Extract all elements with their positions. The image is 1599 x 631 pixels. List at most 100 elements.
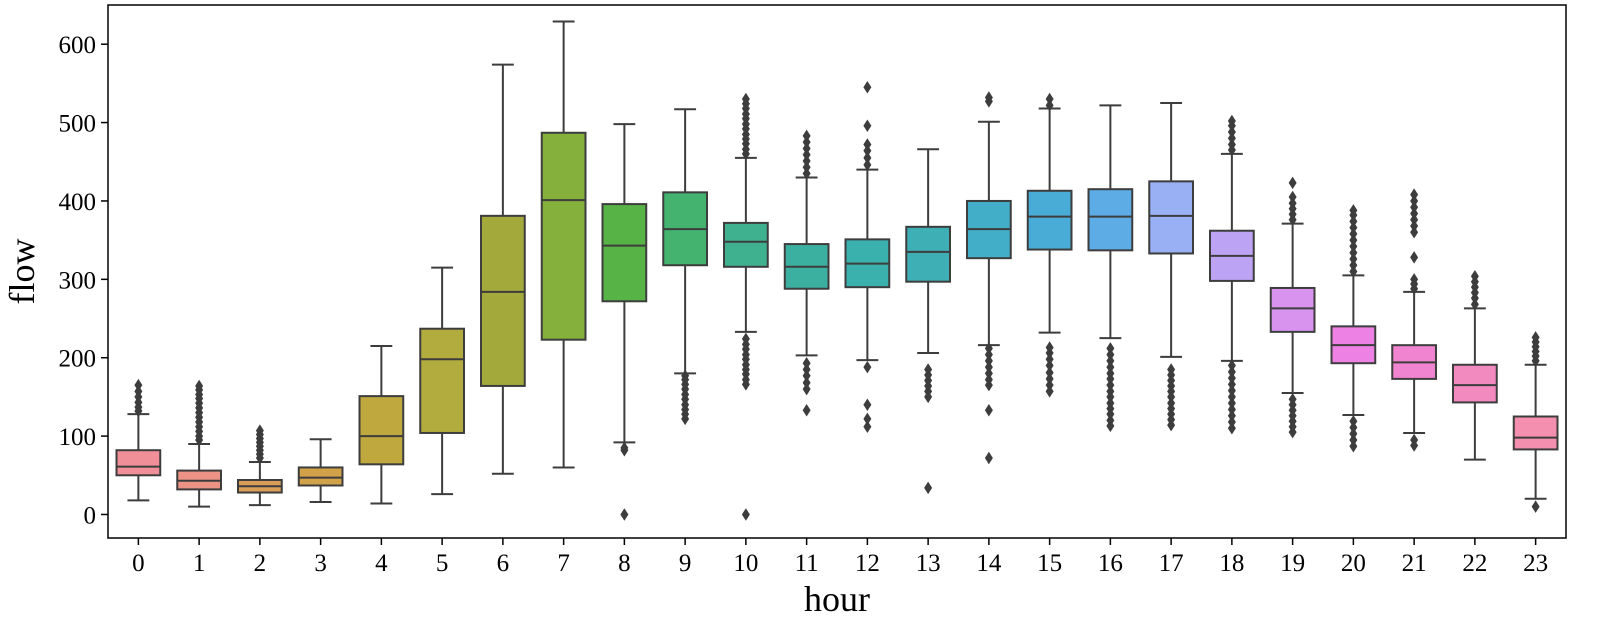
box-group-hour-5 [419, 266, 465, 496]
outlier-point [863, 151, 872, 165]
box [540, 131, 587, 341]
x-tick-label: 23 [1523, 550, 1548, 577]
outlier-point [1227, 132, 1236, 145]
box-group-hour-20 [1330, 204, 1377, 453]
box [723, 221, 769, 268]
outlier-point [1349, 215, 1358, 228]
box-group-hour-22 [1452, 269, 1498, 461]
outlier-point [1106, 367, 1115, 380]
outlier-point [1410, 219, 1419, 233]
outlier-point [1349, 252, 1358, 266]
outlier-point [1349, 414, 1358, 428]
boxes-layer [115, 20, 1559, 521]
x-tick-label: 20 [1341, 550, 1366, 577]
box-group-hour-7 [540, 20, 587, 469]
y-tick-label: 0 [84, 502, 97, 529]
box-group-hour-6 [480, 63, 526, 475]
outlier-point [1167, 396, 1176, 410]
outlier-point [1227, 415, 1236, 429]
box-group-hour-12 [844, 81, 891, 433]
outlier-point [1045, 378, 1054, 392]
outlier-point [1106, 378, 1115, 392]
outlier-point [1349, 204, 1358, 217]
outlier-point [1410, 251, 1419, 264]
box-group-hour-2 [237, 424, 283, 507]
y-tick-label: 200 [59, 346, 97, 373]
outlier-point [1045, 92, 1054, 106]
outlier-point [863, 81, 872, 94]
x-tick-label: 10 [733, 550, 758, 577]
outlier-point [1410, 213, 1419, 227]
outlier-point [681, 369, 690, 382]
outlier-point [1045, 353, 1054, 366]
box-group-hour-10 [723, 92, 769, 521]
outlier-point [1531, 331, 1540, 344]
box-group-hour-8 [601, 123, 648, 521]
outlier-point [802, 129, 811, 143]
outlier-point [1410, 433, 1419, 447]
outlier-point [1106, 348, 1115, 361]
outlier-point [863, 398, 872, 411]
outlier-point [1288, 393, 1297, 406]
outlier-point [863, 412, 872, 426]
x-tick-label: 12 [855, 550, 880, 577]
box-group-hour-4 [358, 344, 405, 505]
outlier-point [1349, 221, 1358, 234]
x-tick-label: 5 [436, 550, 449, 577]
outlier-point [802, 382, 811, 396]
x-tick-label: 9 [679, 550, 692, 577]
outlier-point [1227, 390, 1236, 404]
outlier-point [134, 378, 143, 392]
outlier-point [1470, 298, 1479, 311]
outlier-point [1227, 114, 1236, 128]
outlier-point [1349, 440, 1358, 453]
x-tick-label: 15 [1037, 550, 1062, 577]
outlier-point [863, 360, 872, 374]
outlier-point [620, 508, 629, 521]
box-group-hour-15 [1026, 92, 1073, 398]
y-tick-label: 400 [59, 189, 97, 216]
box-group-hour-13 [905, 148, 951, 495]
outlier-point [1045, 341, 1054, 354]
box [358, 395, 405, 466]
box-group-hour-14 [966, 91, 1012, 465]
outlier-point [1106, 354, 1115, 368]
x-tick-label: 18 [1219, 550, 1244, 577]
outlier-point [984, 451, 993, 465]
box [1087, 188, 1134, 252]
box [1026, 189, 1073, 251]
y-axis-title: flow [2, 239, 42, 305]
outlier-point [984, 91, 993, 104]
x-tick-label: 2 [254, 550, 267, 577]
outlier-point [1410, 200, 1419, 214]
box [1148, 180, 1194, 255]
y-tick-label: 500 [59, 111, 97, 138]
box [419, 327, 465, 434]
x-tick-label: 21 [1402, 550, 1427, 577]
outlier-point [1106, 342, 1115, 355]
outlier-point [1227, 138, 1236, 151]
box-group-hour-16 [1087, 104, 1134, 433]
outlier-point [1349, 227, 1358, 241]
outlier-point [1349, 240, 1358, 253]
outlier-point [1349, 233, 1358, 247]
outlier-point [1227, 378, 1236, 391]
outlier-point [802, 369, 811, 382]
outlier-point [255, 424, 264, 437]
outlier-point [802, 167, 811, 180]
outlier-point [1227, 403, 1236, 416]
x-tick-label: 4 [375, 550, 388, 577]
x-tick-label: 1 [193, 550, 206, 577]
box-group-hour-3 [297, 438, 344, 503]
box [297, 466, 344, 487]
outlier-point [984, 403, 993, 417]
outlier-point [1106, 360, 1115, 374]
outlier-point [863, 420, 872, 433]
box [1452, 363, 1498, 404]
outlier-point [1227, 359, 1236, 372]
outlier-point [1227, 365, 1236, 379]
outlier-point [1288, 176, 1297, 190]
outlier-point [863, 138, 872, 151]
